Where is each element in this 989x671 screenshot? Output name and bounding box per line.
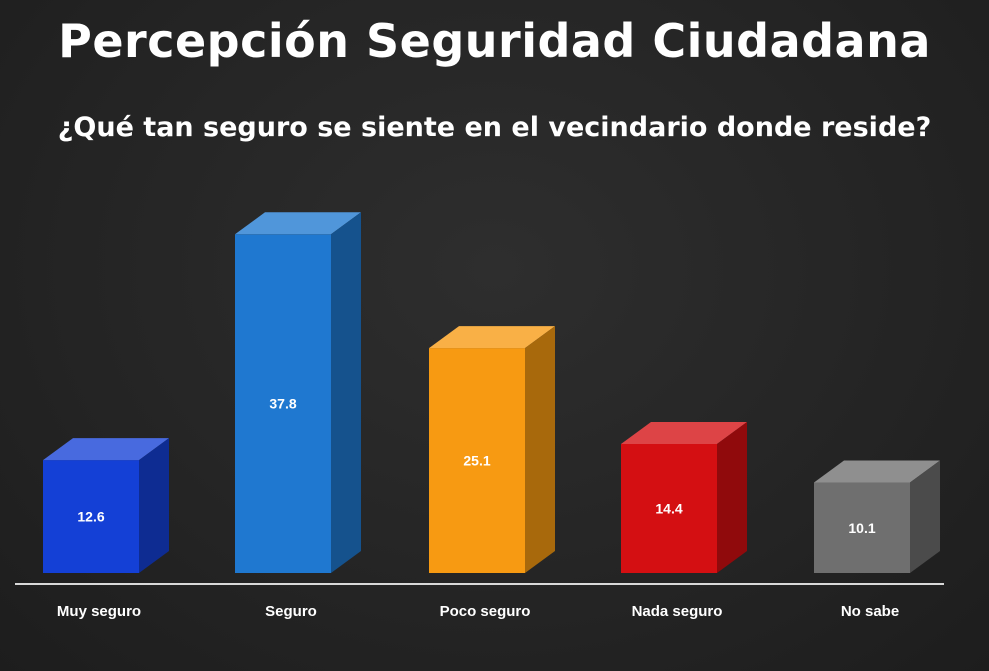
bar-side-nada-seguro <box>717 421 747 573</box>
bar-no-sabe: 10.1 <box>814 460 940 573</box>
bar-nada-seguro: 14.4 <box>621 421 747 573</box>
category-label-seguro: Seguro <box>265 603 317 620</box>
bar-poco-seguro: 25.1 <box>429 326 555 573</box>
data-label-seguro: 37.8 <box>269 396 296 412</box>
chart-subtitle: ¿Qué tan seguro se siente en el vecindar… <box>57 112 932 143</box>
bar-top-seguro <box>235 212 361 235</box>
bar-top-nada-seguro <box>621 421 747 444</box>
category-label-no-sabe: No sabe <box>841 603 899 620</box>
bar-front-no-sabe <box>814 482 910 573</box>
category-label-nada-seguro: Nada seguro <box>632 603 723 620</box>
bar-top-no-sabe <box>814 460 940 483</box>
category-label-muy-seguro: Muy seguro <box>57 603 141 620</box>
data-label-no-sabe: 10.1 <box>848 520 875 536</box>
data-label-nada-seguro: 14.4 <box>655 500 682 516</box>
bar-top-muy-seguro <box>43 438 169 461</box>
data-label-muy-seguro: 12.6 <box>77 509 104 525</box>
category-label-poco-seguro: Poco seguro <box>440 603 531 620</box>
bar-side-seguro <box>331 212 361 573</box>
bar-side-muy-seguro <box>139 438 169 573</box>
bar-seguro: 37.8 <box>235 212 361 573</box>
bars-group: 12.6 37.8 25.1 14.4 10.1 <box>43 212 940 573</box>
category-labels-group: Muy seguro Seguro Poco seguro Nada seguro No… <box>57 603 899 620</box>
bar-muy-seguro: 12.6 <box>43 438 169 573</box>
chart-title: Percepción Seguridad Ciudadana <box>58 14 931 68</box>
bar-front-poco-seguro <box>429 348 525 573</box>
bar-top-poco-seguro <box>429 326 555 349</box>
data-label-poco-seguro: 25.1 <box>463 453 490 469</box>
bar-front-seguro <box>235 234 331 573</box>
bar-front-muy-seguro <box>43 460 139 573</box>
bar-side-poco-seguro <box>525 326 555 573</box>
bar-front-nada-seguro <box>621 443 717 573</box>
bar-side-no-sabe <box>910 460 940 573</box>
